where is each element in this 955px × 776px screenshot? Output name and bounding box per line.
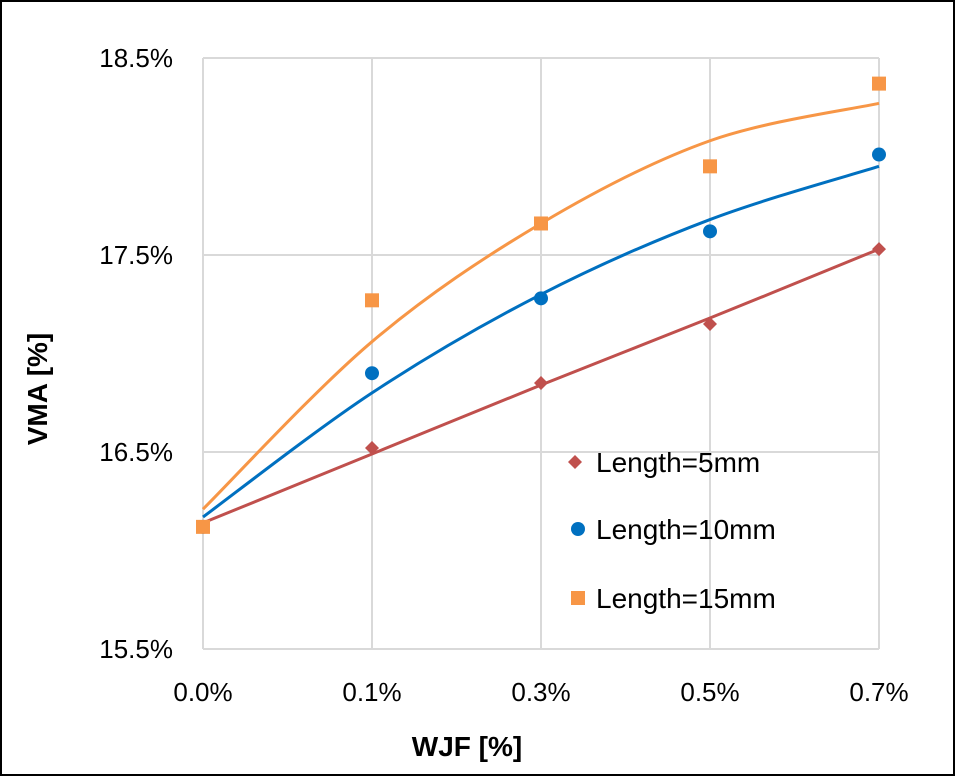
legend-item-5mm: Length=5mm bbox=[568, 447, 760, 478]
legend-label-10mm: Length=10mm bbox=[596, 514, 776, 545]
y-tick-label: 16.5% bbox=[99, 437, 173, 467]
x-tick-label: 0.3% bbox=[511, 677, 570, 707]
series-3 bbox=[196, 76, 886, 534]
data-point bbox=[365, 366, 379, 381]
legend-marker-diamond bbox=[568, 455, 582, 469]
data-point bbox=[703, 159, 717, 174]
x-tick-label: 0.5% bbox=[680, 677, 739, 707]
series-layer bbox=[196, 76, 886, 534]
y-tick-label: 18.5% bbox=[99, 43, 173, 73]
legend-marker-circle bbox=[571, 522, 585, 536]
x-axis-title: WJF [%] bbox=[412, 731, 522, 762]
data-point bbox=[534, 216, 548, 231]
legend: Length=5mm Length=10mm Length=15mm bbox=[568, 447, 776, 614]
data-point bbox=[365, 441, 379, 456]
data-point bbox=[872, 242, 886, 257]
data-point bbox=[365, 293, 379, 308]
data-point bbox=[872, 147, 886, 162]
tick-labels: 15.5% 16.5% 17.5% 18.5% 0.0% 0.1% 0.3% 0.5% 0.7% bbox=[99, 43, 908, 707]
gridlines bbox=[202, 57, 880, 650]
legend-item-10mm: Length=10mm bbox=[571, 514, 776, 545]
data-point bbox=[872, 76, 886, 91]
legend-label-15mm: Length=15mm bbox=[596, 583, 776, 614]
data-point bbox=[196, 519, 210, 534]
x-tick-label: 0.1% bbox=[342, 677, 401, 707]
legend-label-5mm: Length=5mm bbox=[596, 447, 760, 478]
y-tick-label: 17.5% bbox=[99, 240, 173, 270]
legend-item-15mm: Length=15mm bbox=[571, 583, 776, 614]
x-tick-label: 0.0% bbox=[173, 677, 232, 707]
legend-marker-square bbox=[571, 591, 585, 605]
data-point bbox=[703, 316, 717, 331]
data-point bbox=[534, 291, 548, 306]
data-point bbox=[703, 224, 717, 239]
x-tick-label: 0.7% bbox=[849, 677, 908, 707]
data-point bbox=[534, 376, 548, 391]
y-tick-label: 15.5% bbox=[99, 634, 173, 664]
y-axis-title: VMA [%] bbox=[22, 333, 53, 446]
